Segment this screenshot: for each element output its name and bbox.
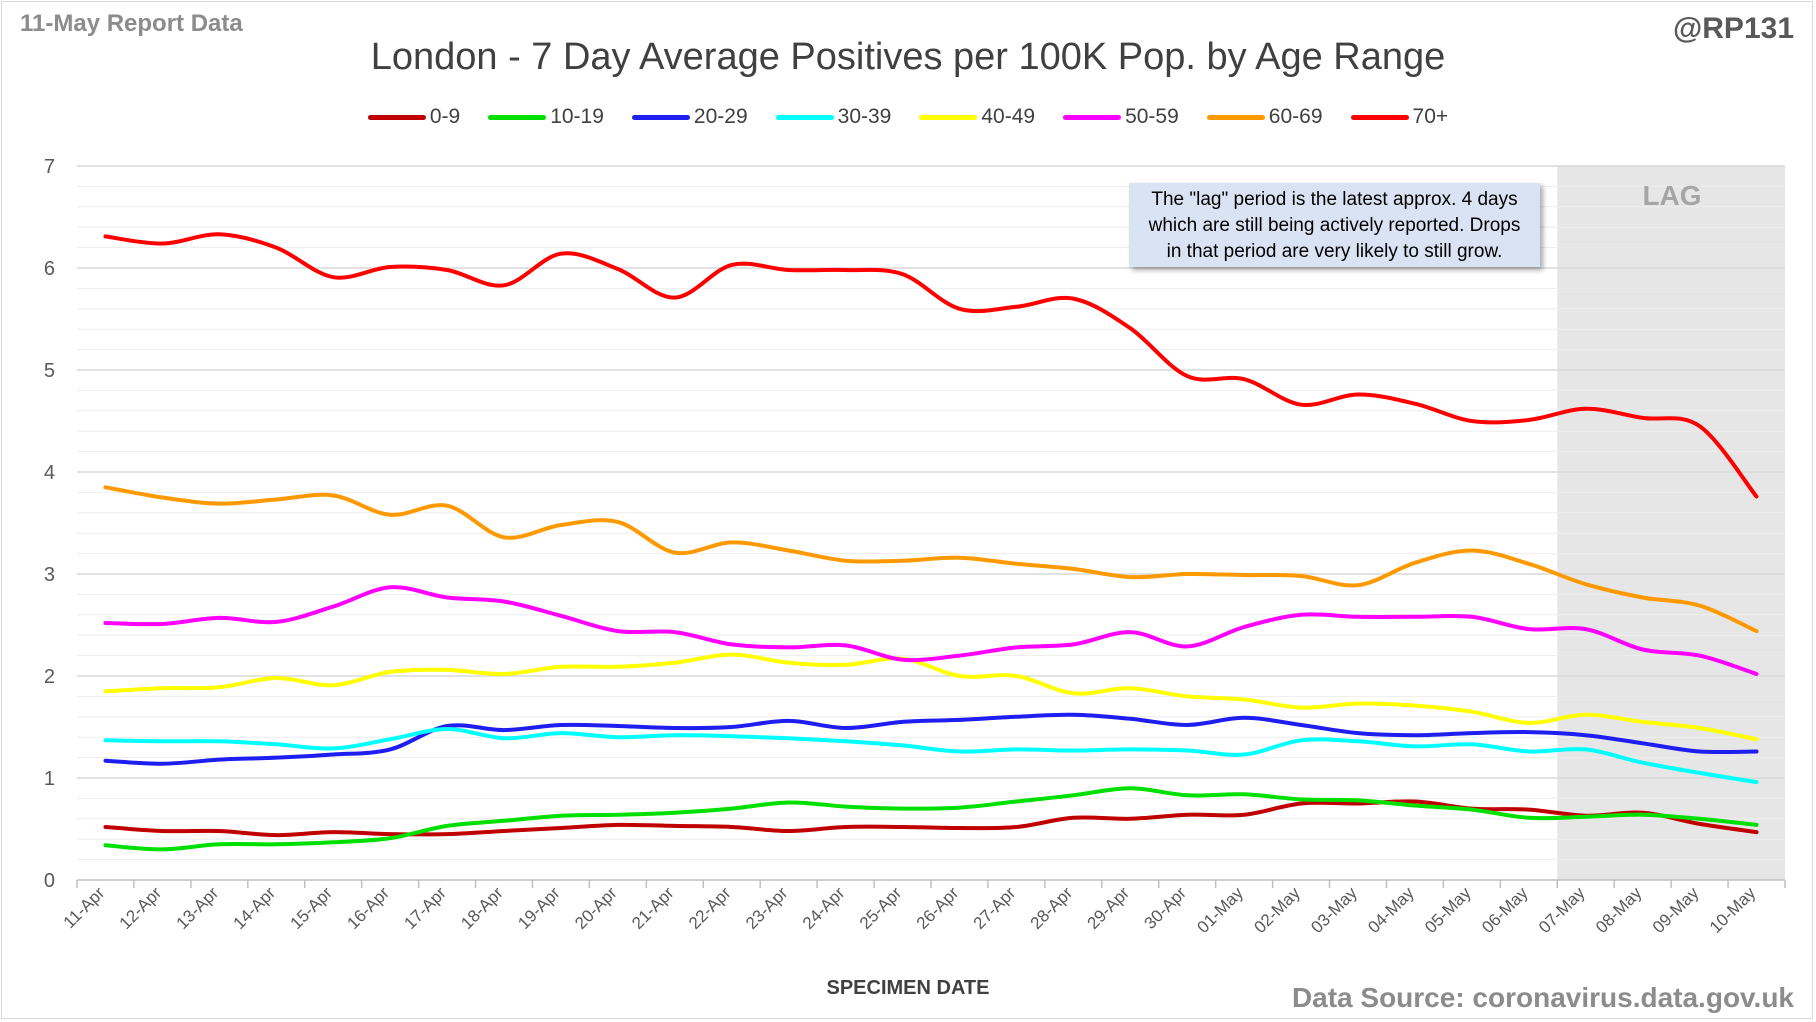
series-line-60-69 bbox=[103, 485, 1759, 634]
legend-swatch bbox=[919, 114, 978, 120]
y-tick-label: 2 bbox=[44, 666, 55, 688]
x-tick-label: 21-Apr bbox=[628, 883, 678, 933]
y-tick-label: 7 bbox=[44, 156, 55, 178]
legend-swatch bbox=[1350, 114, 1409, 120]
series-line-70+ bbox=[103, 232, 1759, 499]
legend-swatch bbox=[488, 114, 547, 120]
legend-label: 20-29 bbox=[693, 105, 748, 128]
legend-item: 10-19 bbox=[488, 105, 604, 129]
series-line-20-29 bbox=[103, 712, 1759, 766]
lag-label: LAG bbox=[1642, 180, 1702, 211]
author-handle: @RP131 bbox=[1673, 12, 1794, 45]
x-tick-label: 16-Apr bbox=[343, 883, 393, 933]
x-tick-label: 04-May bbox=[1364, 883, 1418, 937]
legend-label: 70+ bbox=[1412, 105, 1449, 128]
lag-annotation-box: The "lag" period is the latest approx. 4… bbox=[1129, 183, 1540, 267]
annotation-line-2: which are still being actively reported.… bbox=[1148, 215, 1521, 236]
chart-title: London - 7 Day Average Positives per 100… bbox=[370, 36, 1446, 78]
legend-swatch bbox=[775, 114, 834, 120]
legend-item: 70+ bbox=[1350, 105, 1449, 129]
legend-item: 40-49 bbox=[919, 105, 1035, 129]
legend-label: 60-69 bbox=[1268, 105, 1323, 128]
legend-item: 30-39 bbox=[775, 105, 892, 129]
x-tick-label: 18-Apr bbox=[457, 883, 507, 933]
x-tick-label: 06-May bbox=[1478, 883, 1532, 937]
x-tick-label: 28-Apr bbox=[1027, 883, 1077, 933]
report-date-label: 11-May Report Data bbox=[20, 10, 243, 37]
y-tick-label: 0 bbox=[44, 870, 55, 892]
legend-swatch bbox=[1206, 114, 1265, 120]
legend-swatch bbox=[631, 114, 690, 120]
x-tick-label: 12-Apr bbox=[116, 883, 166, 933]
y-tick-label: 1 bbox=[44, 768, 55, 790]
x-tick-label: 15-Apr bbox=[287, 883, 337, 933]
x-tick-label: 11-Apr bbox=[60, 883, 109, 932]
x-tick-label: 23-Apr bbox=[742, 883, 792, 933]
x-tick-label: 30-Apr bbox=[1141, 883, 1191, 933]
legend-label: 0-9 bbox=[429, 105, 461, 128]
x-tick-label: 24-Apr bbox=[799, 883, 849, 933]
annotation-line-3: in that period are very likely to still … bbox=[1166, 241, 1503, 262]
x-tick-label: 05-May bbox=[1421, 883, 1475, 937]
x-tick-label: 08-May bbox=[1592, 883, 1646, 937]
x-tick-label: 01-May bbox=[1193, 883, 1247, 937]
legend-swatch bbox=[367, 114, 426, 120]
y-tick-label: 5 bbox=[44, 360, 55, 382]
lag-region-shade bbox=[1557, 166, 1785, 880]
x-tick-label: 02-May bbox=[1250, 883, 1304, 937]
legend-item: 20-29 bbox=[631, 105, 748, 129]
x-tick-label: 14-Apr bbox=[230, 883, 280, 933]
chart-legend: 0-9 10-19 20-29 30-39 40-49 50-59 60-69 70+ bbox=[0, 105, 1816, 129]
y-tick-label: 6 bbox=[44, 258, 55, 280]
x-tick-label: 10-May bbox=[1706, 883, 1760, 937]
x-tick-label: 19-Apr bbox=[514, 883, 564, 933]
series-line-0-9 bbox=[103, 799, 1759, 838]
x-tick-label: 17-Apr bbox=[400, 883, 450, 933]
series-line-30-39 bbox=[103, 726, 1759, 785]
legend-label: 30-39 bbox=[837, 105, 892, 128]
x-tick-label: 20-Apr bbox=[571, 883, 621, 933]
x-tick-label: 25-Apr bbox=[856, 883, 906, 933]
legend-label: 10-19 bbox=[550, 105, 604, 128]
series-line-10-19 bbox=[103, 786, 1759, 852]
x-tick-label: 22-Apr bbox=[685, 883, 735, 933]
legend-item: 50-59 bbox=[1063, 105, 1179, 129]
series-line-50-59 bbox=[103, 585, 1759, 676]
x-tick-label: 26-Apr bbox=[913, 883, 963, 933]
x-tick-label: 29-Apr bbox=[1084, 883, 1134, 933]
series-line-40-49 bbox=[103, 652, 1759, 742]
x-tick-label: 07-May bbox=[1535, 883, 1589, 937]
y-tick-label: 3 bbox=[44, 564, 55, 586]
legend-item: 60-69 bbox=[1206, 105, 1323, 129]
legend-label: 50-59 bbox=[1125, 105, 1179, 128]
x-tick-label: 03-May bbox=[1307, 883, 1361, 937]
data-source-label: Data Source: coronavirus.data.gov.uk bbox=[1291, 982, 1794, 1013]
x-tick-label: 27-Apr bbox=[970, 883, 1020, 933]
x-tick-label: 09-May bbox=[1649, 883, 1703, 937]
x-axis-label: SPECIMEN DATE bbox=[826, 977, 990, 999]
legend-item: 0-9 bbox=[367, 105, 461, 129]
legend-swatch bbox=[1063, 114, 1122, 120]
annotation-line-1: The "lag" period is the latest approx. 4… bbox=[1151, 189, 1518, 210]
y-tick-label: 4 bbox=[44, 462, 55, 484]
x-tick-label: 13-Apr bbox=[173, 883, 223, 933]
legend-label: 40-49 bbox=[981, 105, 1036, 128]
